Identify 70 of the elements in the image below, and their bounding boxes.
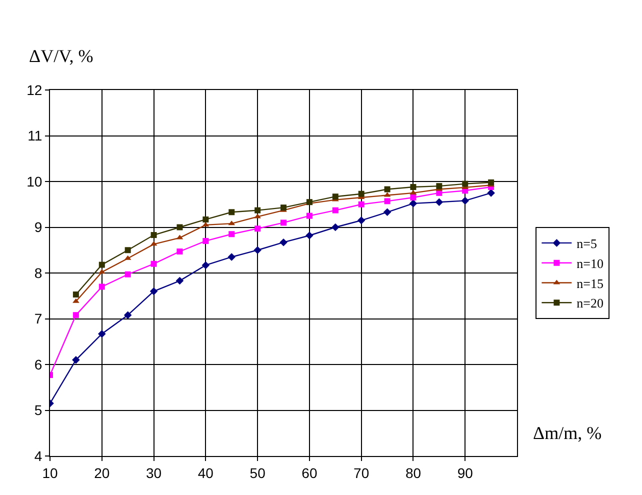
- point: [72, 356, 80, 364]
- y-tick-label: 12: [26, 82, 42, 98]
- point: [202, 238, 209, 244]
- y-tick-label: 5: [34, 402, 42, 418]
- x-tick-label: 70: [354, 464, 370, 481]
- legend-label: n=20: [576, 296, 604, 311]
- y-axis-title: ΔV/V, %: [29, 46, 94, 66]
- y-tick-label: 10: [26, 173, 42, 190]
- point: [98, 262, 105, 268]
- x-tick-label: 60: [302, 464, 318, 481]
- y-tick-label: 7: [34, 310, 42, 327]
- point: [435, 198, 444, 206]
- point: [124, 271, 131, 278]
- point: [202, 216, 209, 222]
- point: [150, 232, 157, 238]
- y-tick-label: 4: [34, 448, 42, 464]
- point: [98, 330, 106, 338]
- point: [228, 253, 236, 261]
- point: [384, 186, 390, 192]
- y-tick-label: 6: [34, 356, 42, 372]
- point: [150, 260, 157, 267]
- point: [228, 231, 235, 238]
- point: [358, 201, 364, 208]
- point: [72, 292, 79, 298]
- point: [331, 223, 340, 232]
- x-axis-title: Δm/m, %: [533, 423, 602, 443]
- point: [176, 224, 183, 230]
- x-tick-label: 80: [405, 464, 422, 481]
- point: [487, 189, 495, 197]
- point: [332, 207, 338, 214]
- point: [72, 312, 79, 318]
- legend-label: n=5: [576, 236, 598, 252]
- point: [461, 196, 470, 205]
- legend-label: n=15: [576, 276, 604, 291]
- point: [357, 216, 366, 224]
- point: [254, 246, 262, 254]
- x-tick-label: 30: [146, 464, 162, 481]
- point: [202, 261, 210, 270]
- point: [254, 207, 261, 214]
- point: [176, 248, 183, 254]
- point: [254, 226, 261, 232]
- x-tick-label: 40: [198, 464, 214, 481]
- point: [488, 179, 494, 186]
- point: [410, 194, 416, 201]
- x-tick-label: 90: [457, 464, 474, 481]
- point: [410, 184, 416, 190]
- point: [306, 212, 312, 219]
- point: [462, 180, 468, 187]
- point: [124, 311, 132, 319]
- x-tick-label: 50: [250, 464, 266, 481]
- point: [280, 204, 286, 211]
- point: [280, 238, 288, 246]
- legend-label: n=10: [576, 256, 604, 271]
- point: [150, 287, 158, 296]
- point: [383, 208, 392, 216]
- point: [176, 276, 184, 285]
- point: [228, 209, 235, 216]
- point: [306, 232, 314, 240]
- point: [98, 284, 105, 290]
- point: [280, 220, 286, 226]
- point: [384, 198, 390, 204]
- point: [409, 200, 418, 208]
- x-tick-label: 20: [94, 464, 110, 481]
- point: [436, 183, 442, 190]
- point: [358, 190, 364, 197]
- point: [124, 247, 131, 254]
- y-tick-label: 8: [34, 264, 42, 281]
- y-tick-label: 11: [28, 128, 42, 144]
- point: [332, 194, 338, 200]
- y-tick-label: 9: [34, 219, 42, 236]
